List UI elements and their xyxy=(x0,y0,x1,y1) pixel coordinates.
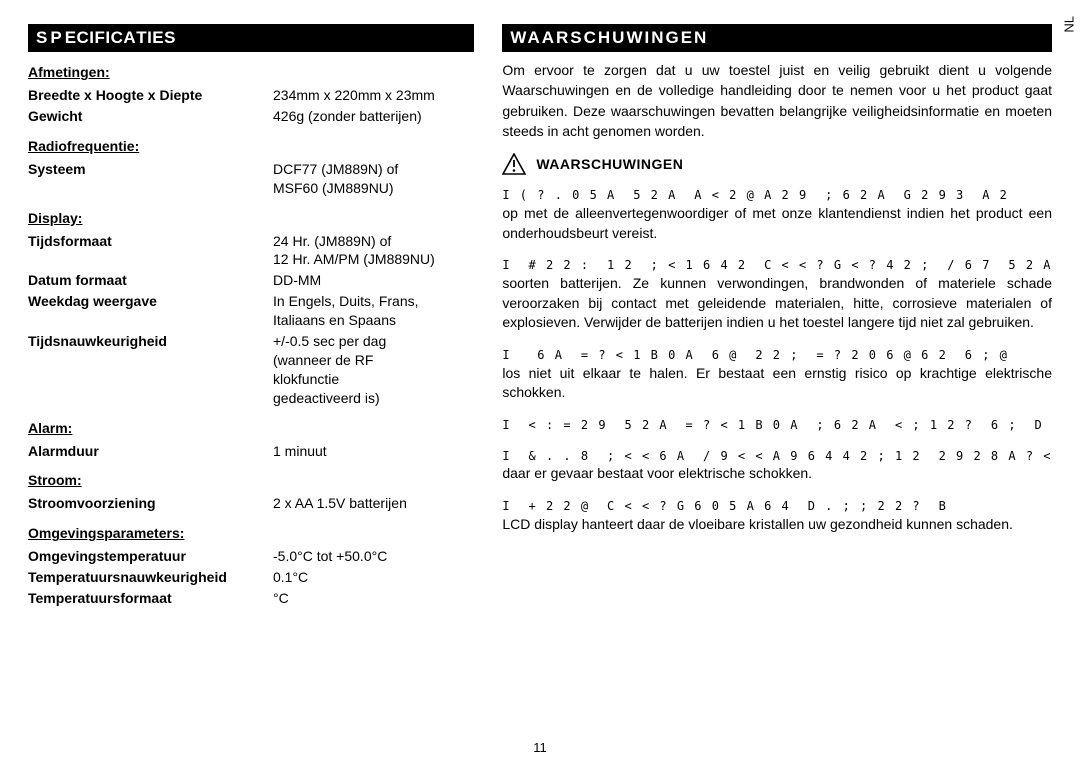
spec-label: Alarmduur xyxy=(28,442,273,461)
spec-value: 426g (zonder batterijen) xyxy=(273,107,474,126)
warning-text: I + 2 2 @ C < < ? G 6 0 5 A 6 4 D . ; ; … xyxy=(502,498,1052,534)
spec-value: 234mm x 220mm x 23mm xyxy=(273,86,474,105)
warning-item: I & . . 8 ; < < 6 A / 9 < < A 9 6 4 4 2 … xyxy=(502,448,1052,484)
section-title-warnings: WAARSCHUWINGEN xyxy=(502,24,1052,52)
spec-value: +/-0.5 sec per dag(wanneer de RFklokfunc… xyxy=(273,332,474,408)
spec-row: Breedte x Hoogte x Diepte234mm x 220mm x… xyxy=(28,86,474,105)
warning-text: I < : = 2 9 5 2 A = ? < 1 B 0 A ; 6 2 A … xyxy=(502,417,1052,434)
spec-label: Breedte x Hoogte x Diepte xyxy=(28,86,273,105)
spec-row: Tijdsnauwkeurigheid+/-0.5 sec per dag(wa… xyxy=(28,332,474,408)
spec-value: In Engels, Duits, Frans,Italiaans en Spa… xyxy=(273,292,474,330)
language-tag: NL xyxy=(1062,16,1077,33)
warning-text: I 6 A = ? < 1 B 0 A 6 @ 2 2 ; = ? 2 0 6 … xyxy=(502,347,1052,403)
page-number: 11 xyxy=(533,740,547,755)
spec-row: Datum formaatDD-MM xyxy=(28,271,474,290)
spec-label: Tijdsformaat xyxy=(28,232,273,270)
spec-label: Omgevingstemperatuur xyxy=(28,547,273,566)
spec-value: 24 Hr. (JM889N) of12 Hr. AM/PM (JM889NU) xyxy=(273,232,474,270)
spec-label: Gewicht xyxy=(28,107,273,126)
spec-row: Temperatuursformaat°C xyxy=(28,589,474,608)
spec-row: Tijdsformaat24 Hr. (JM889N) of12 Hr. AM/… xyxy=(28,232,474,270)
spec-group-heading: Alarm: xyxy=(28,420,474,436)
warning-text: I & . . 8 ; < < 6 A / 9 < < A 9 6 4 4 2 … xyxy=(502,448,1052,484)
spec-label: Datum formaat xyxy=(28,271,273,290)
spec-row: SysteemDCF77 (JM889N) ofMSF60 (JM889NU) xyxy=(28,160,474,198)
spec-value: -5.0°C tot +50.0°C xyxy=(273,547,474,566)
left-column: SPECIFICATIES Afmetingen: Breedte x Hoogt… xyxy=(28,24,474,737)
spec-label: Temperatuursformaat xyxy=(28,589,273,608)
spec-value: 0.1°C xyxy=(273,568,474,587)
spec-value: 1 minuut xyxy=(273,442,474,461)
spec-label: Tijdsnauwkeurigheid xyxy=(28,332,273,408)
spec-label: Stroomvoorziening xyxy=(28,494,273,513)
warning-subheader: WAARSCHUWINGEN xyxy=(502,153,1052,175)
spec-row: Stroomvoorziening2 x AA 1.5V batterijen xyxy=(28,494,474,513)
content-columns: SPECIFICATIES Afmetingen: Breedte x Hoogt… xyxy=(28,24,1052,737)
spec-group-heading: Display: xyxy=(28,210,474,226)
section-title-specs: SPECIFICATIES xyxy=(28,24,474,52)
warning-triangle-icon xyxy=(502,153,526,175)
spec-row: Alarmduur1 minuut xyxy=(28,442,474,461)
warning-text: I # 2 2 : 1 2 ; < 1 6 4 2 C < < ? G < ? … xyxy=(502,257,1052,333)
warning-item: I ( ? . 0 5 A 5 2 A A < 2 @ A 2 9 ; 6 2 … xyxy=(502,187,1052,243)
spec-value: 2 x AA 1.5V batterijen xyxy=(273,494,474,513)
spec-label: Systeem xyxy=(28,160,273,198)
spec-value: DD-MM xyxy=(273,271,474,290)
spec-row: Gewicht426g (zonder batterijen) xyxy=(28,107,474,126)
spec-group-heading: Radiofrequentie: xyxy=(28,138,474,154)
warnings-intro: Om ervoor te zorgen dat u uw toestel jui… xyxy=(502,60,1052,141)
spec-value: DCF77 (JM889N) ofMSF60 (JM889NU) xyxy=(273,160,474,198)
spec-group-heading: Afmetingen: xyxy=(28,64,474,80)
spec-label: Temperatuursnauwkeurigheid xyxy=(28,568,273,587)
right-column: WAARSCHUWINGEN Om ervoor te zorgen dat u… xyxy=(502,24,1052,737)
spec-value: °C xyxy=(273,589,474,608)
warning-sub-title: WAARSCHUWINGEN xyxy=(536,156,683,172)
warning-item: I # 2 2 : 1 2 ; < 1 6 4 2 C < < ? G < ? … xyxy=(502,257,1052,333)
warning-item: I < : = 2 9 5 2 A = ? < 1 B 0 A ; 6 2 A … xyxy=(502,417,1052,434)
spec-row: Temperatuursnauwkeurigheid0.1°C xyxy=(28,568,474,587)
spec-row: Weekdag weergaveIn Engels, Duits, Frans,… xyxy=(28,292,474,330)
warning-item: I + 2 2 @ C < < ? G 6 0 5 A 6 4 D . ; ; … xyxy=(502,498,1052,534)
spec-group-heading: Stroom: xyxy=(28,472,474,488)
spec-label: Weekdag weergave xyxy=(28,292,273,330)
warning-text: I ( ? . 0 5 A 5 2 A A < 2 @ A 2 9 ; 6 2 … xyxy=(502,187,1052,243)
warning-item: I 6 A = ? < 1 B 0 A 6 @ 2 2 ; = ? 2 0 6 … xyxy=(502,347,1052,403)
spec-row: Omgevingstemperatuur-5.0°C tot +50.0°C xyxy=(28,547,474,566)
spec-group-heading: Omgevingsparameters: xyxy=(28,525,474,541)
